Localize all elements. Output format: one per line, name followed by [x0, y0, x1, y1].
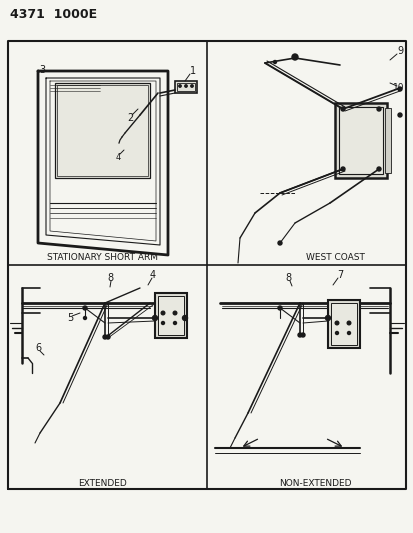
- Bar: [158, 296, 183, 335]
- Bar: [177, 83, 195, 91]
- Circle shape: [325, 316, 330, 320]
- Circle shape: [161, 321, 164, 325]
- Circle shape: [340, 167, 344, 171]
- Bar: [57, 85, 147, 176]
- Circle shape: [291, 54, 297, 60]
- Text: 5: 5: [67, 313, 73, 323]
- Circle shape: [277, 306, 281, 310]
- Text: 9: 9: [396, 46, 402, 56]
- Bar: [154, 293, 187, 338]
- Text: 1: 1: [190, 66, 196, 76]
- Circle shape: [335, 321, 338, 325]
- Circle shape: [376, 167, 380, 171]
- Text: 8: 8: [107, 273, 113, 283]
- Bar: [330, 303, 356, 345]
- Circle shape: [83, 317, 86, 319]
- Text: EXTENDED: EXTENDED: [78, 479, 127, 488]
- Text: 4: 4: [150, 270, 156, 280]
- Circle shape: [347, 321, 350, 325]
- Circle shape: [161, 311, 164, 315]
- Circle shape: [106, 335, 110, 339]
- Circle shape: [297, 333, 301, 337]
- Bar: [338, 107, 382, 174]
- Text: 8: 8: [284, 273, 290, 283]
- Circle shape: [277, 241, 281, 245]
- Circle shape: [173, 321, 176, 325]
- Circle shape: [300, 333, 304, 337]
- Circle shape: [173, 311, 176, 315]
- Circle shape: [182, 316, 187, 320]
- Bar: [334, 103, 386, 178]
- Circle shape: [83, 306, 87, 310]
- Circle shape: [347, 332, 350, 335]
- Text: NON-EXTENDED: NON-EXTENDED: [278, 479, 350, 488]
- Bar: [384, 108, 390, 173]
- Circle shape: [397, 113, 401, 117]
- Text: 10: 10: [392, 84, 404, 93]
- Bar: [55, 83, 150, 178]
- Text: 4: 4: [115, 152, 120, 161]
- Circle shape: [273, 61, 276, 63]
- Circle shape: [184, 85, 187, 87]
- Text: 2: 2: [126, 113, 133, 123]
- Text: WEST COAST: WEST COAST: [305, 254, 363, 262]
- Circle shape: [376, 107, 380, 111]
- Circle shape: [335, 332, 338, 335]
- Text: 4371  1000E: 4371 1000E: [10, 7, 97, 20]
- Circle shape: [397, 87, 401, 91]
- Circle shape: [340, 107, 344, 111]
- Text: 6: 6: [35, 343, 41, 353]
- Text: 3: 3: [39, 65, 45, 75]
- Bar: [327, 300, 359, 348]
- Circle shape: [152, 316, 157, 320]
- Circle shape: [178, 85, 181, 87]
- Text: 7: 7: [336, 270, 342, 280]
- Circle shape: [190, 85, 193, 87]
- Bar: [175, 81, 197, 93]
- Circle shape: [103, 335, 107, 339]
- Text: STATIONARY SHORT ARM: STATIONARY SHORT ARM: [47, 254, 158, 262]
